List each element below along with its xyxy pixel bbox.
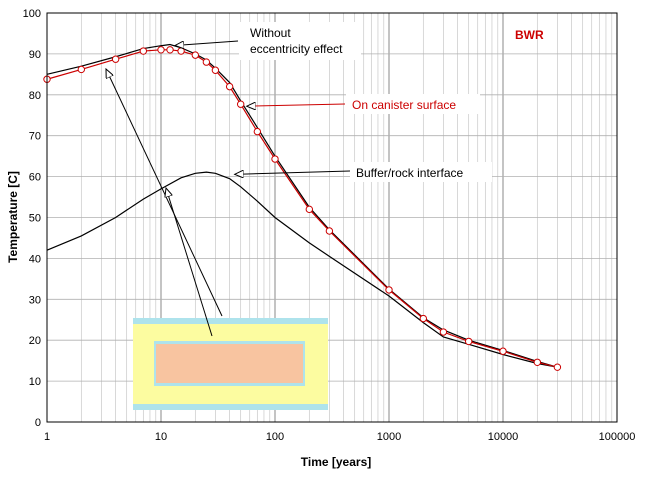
reactor-badge: BWR xyxy=(515,28,544,42)
y-tick-label: 20 xyxy=(29,335,41,347)
inset-arrow-middle xyxy=(166,188,213,337)
series-layer xyxy=(43,43,562,371)
data-point-marker xyxy=(271,155,279,163)
x-tick-label: 100000 xyxy=(599,431,636,443)
x-tick-label: 100 xyxy=(266,431,284,443)
data-point-marker xyxy=(236,100,245,108)
y-axis-title: Temperature [C] xyxy=(6,171,20,263)
annotation-layer: Without eccentricity effect On canister su… xyxy=(106,22,492,337)
y-tick-label: 0 xyxy=(35,417,41,429)
x-tick-label: 1000 xyxy=(377,431,401,443)
data-point-marker xyxy=(166,46,174,54)
series-line-buffer-rock xyxy=(46,171,558,368)
arrow-without-eccentricity xyxy=(175,40,239,45)
data-point-marker xyxy=(305,205,314,214)
y-tick-label: 30 xyxy=(29,294,41,306)
inset-orange-core xyxy=(156,344,303,383)
data-point-marker xyxy=(139,47,148,55)
data-point-marker xyxy=(533,358,542,366)
data-point-marker xyxy=(464,337,473,346)
data-point-marker xyxy=(111,55,120,63)
data-point-marker xyxy=(225,82,234,91)
data-point-marker xyxy=(385,286,393,294)
data-point-marker xyxy=(439,328,448,336)
x-tick-label: 10 xyxy=(155,431,167,443)
inset-arrow-top xyxy=(106,69,223,317)
canister-cross-section-inset xyxy=(133,318,328,410)
data-point-marker xyxy=(553,363,562,371)
annotation-on-canister-surface: On canister surface xyxy=(352,98,456,112)
y-tick-label: 100 xyxy=(23,8,41,20)
data-point-marker xyxy=(77,65,86,74)
y-tick-label: 40 xyxy=(29,253,41,265)
data-point-marker xyxy=(419,314,428,323)
label-bg-canister xyxy=(346,94,480,114)
data-point-marker xyxy=(325,227,334,235)
label-bg-buffer xyxy=(350,162,492,182)
x-tick-label: 10000 xyxy=(488,431,519,443)
arrow-on-canister xyxy=(247,104,346,106)
data-point-marker xyxy=(202,58,211,66)
arrow-buffer-rock xyxy=(235,171,351,174)
y-tick-label: 50 xyxy=(29,213,41,225)
x-axis-title: Time [years] xyxy=(301,455,371,469)
tick-labels: 1 10 100 1000 10000 100000 0 10 20 30 40 50 60 70 80 90… xyxy=(23,8,636,443)
data-point-marker xyxy=(191,51,200,59)
data-point-marker xyxy=(177,47,185,55)
label-bg-without xyxy=(239,22,361,60)
y-tick-label: 90 xyxy=(29,49,41,61)
y-tick-label: 70 xyxy=(29,131,41,143)
x-tick-label: 1 xyxy=(44,431,50,443)
annotation-buffer-rock-interface: Buffer/rock interface xyxy=(356,166,463,180)
data-point-marker xyxy=(499,347,507,355)
data-point-marker xyxy=(157,46,165,54)
data-point-marker xyxy=(211,66,220,74)
y-tick-label: 10 xyxy=(29,376,41,388)
y-tick-label: 80 xyxy=(29,90,41,102)
annotation-without-eccentricity: eccentricity effect xyxy=(250,42,343,56)
y-tick-label: 60 xyxy=(29,172,41,184)
annotation-without-eccentricity: Without xyxy=(250,26,291,40)
plot-frame xyxy=(46,12,618,423)
data-point-marker xyxy=(253,127,262,136)
